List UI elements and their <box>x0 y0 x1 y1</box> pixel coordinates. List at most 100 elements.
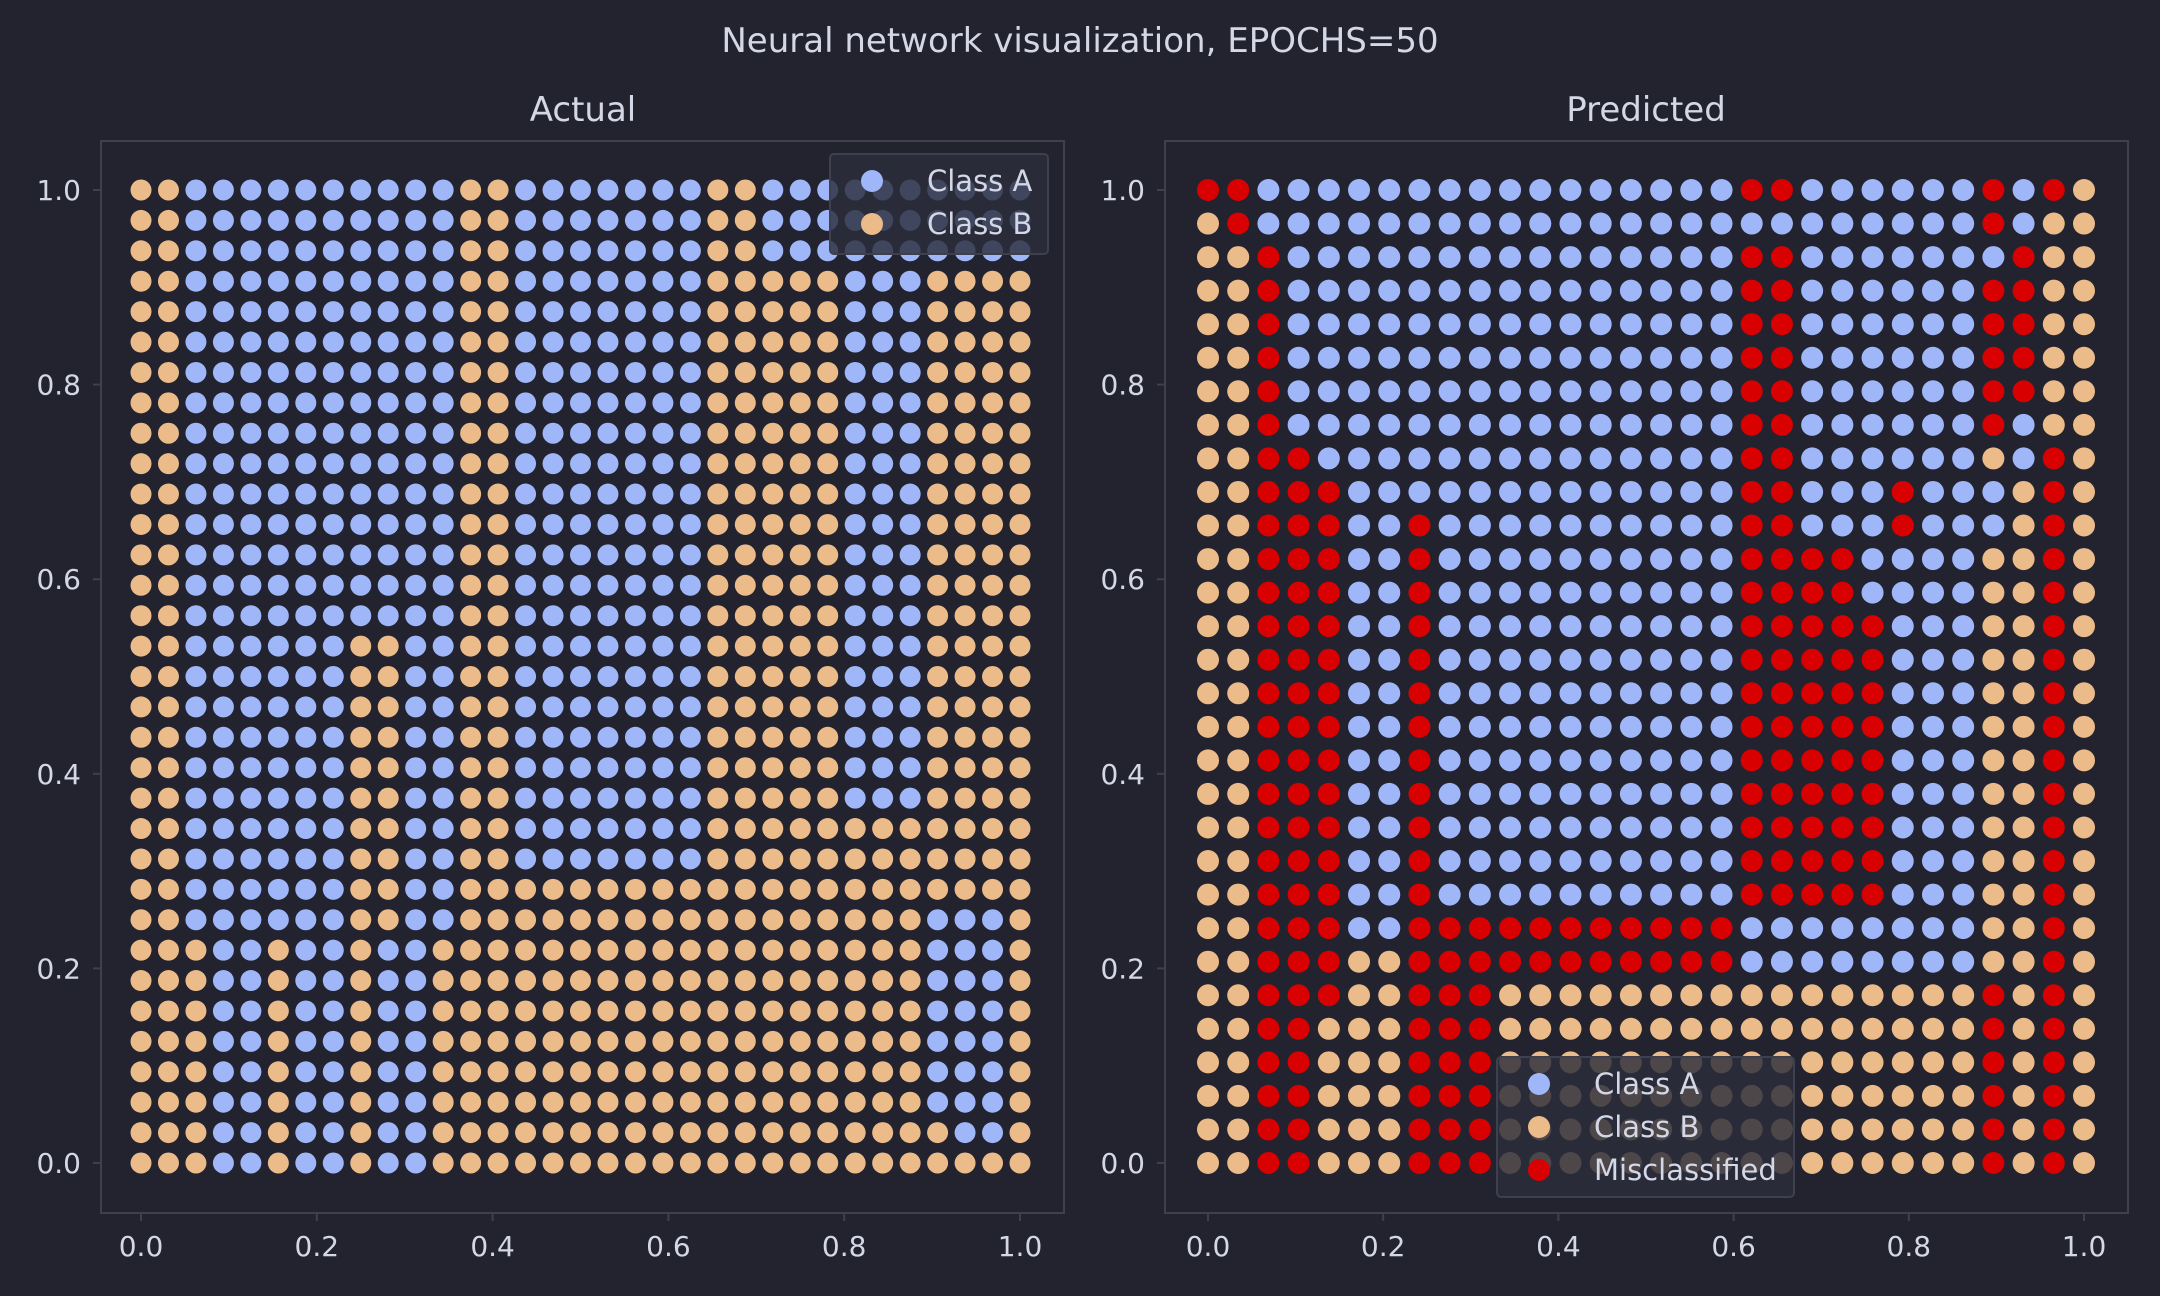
point-class-a <box>295 392 317 414</box>
point-class-b <box>1009 361 1031 383</box>
point-class-a <box>1589 447 1612 470</box>
point-class-b <box>1009 331 1031 353</box>
point-class-a <box>1468 447 1491 470</box>
point-class-a <box>1348 447 1371 470</box>
point-class-a <box>350 209 372 231</box>
point-class-a <box>1952 850 1975 873</box>
point-class-b <box>1801 1084 1824 1107</box>
point-class-a <box>212 513 234 535</box>
point-class-a <box>515 726 537 748</box>
point-class-a <box>1499 212 1522 235</box>
point-class-a <box>1559 749 1582 772</box>
point-class-a <box>1468 648 1491 671</box>
point-class-b <box>982 605 1004 627</box>
point-class-a <box>267 240 289 262</box>
point-class-a <box>1952 581 1975 604</box>
point-class-a <box>1348 380 1371 403</box>
point-class-b <box>1982 782 2005 805</box>
point-class-a <box>624 848 646 870</box>
point-misclassified <box>1982 1084 2005 1107</box>
point-class-a <box>872 361 894 383</box>
point-class-a <box>212 909 234 931</box>
point-class-a <box>1650 850 1673 873</box>
point-class-a <box>185 574 207 596</box>
point-class-b <box>130 696 152 718</box>
point-class-a <box>377 301 399 323</box>
point-class-a <box>542 422 564 444</box>
point-misclassified <box>1257 1084 1280 1107</box>
point-class-b <box>1009 574 1031 596</box>
point-class-a <box>185 848 207 870</box>
point-class-b <box>1801 984 1824 1007</box>
point-class-a <box>1710 346 1733 369</box>
point-class-b <box>954 453 976 475</box>
point-class-a <box>652 635 674 657</box>
point-class-a <box>899 696 921 718</box>
point-class-b <box>1227 246 1250 269</box>
point-class-b <box>157 848 179 870</box>
point-class-b <box>789 270 811 292</box>
point-class-a <box>597 331 619 353</box>
point-class-a <box>1680 480 1703 503</box>
point-class-b <box>542 1091 564 1113</box>
point-class-b <box>624 1030 646 1052</box>
point-class-b <box>982 757 1004 779</box>
point-class-b <box>2012 1017 2035 1040</box>
point-class-b <box>1740 984 1763 1007</box>
point-class-b <box>2073 648 2095 671</box>
point-class-b <box>130 331 152 353</box>
point-class-a <box>295 513 317 535</box>
point-class-b <box>762 909 784 931</box>
point-misclassified <box>2042 514 2065 537</box>
point-class-b <box>1009 848 1031 870</box>
point-class-a <box>1650 279 1673 302</box>
point-class-a <box>624 635 646 657</box>
point-class-b <box>817 392 839 414</box>
point-class-b <box>707 1061 729 1083</box>
point-class-a <box>1529 648 1552 671</box>
point-class-b <box>157 544 179 566</box>
point-class-b <box>734 726 756 748</box>
point-class-b <box>982 818 1004 840</box>
point-class-a <box>1348 883 1371 906</box>
point-class-a <box>405 240 427 262</box>
point-class-a <box>1468 782 1491 805</box>
point-class-b <box>542 1061 564 1083</box>
point-misclassified <box>1287 1017 1310 1040</box>
point-class-b <box>157 878 179 900</box>
point-class-a <box>1529 514 1552 537</box>
point-misclassified <box>1770 313 1793 336</box>
point-misclassified <box>1438 984 1461 1007</box>
point-class-a <box>652 574 674 596</box>
point-misclassified <box>1408 1152 1431 1174</box>
point-class-a <box>1952 816 1975 839</box>
point-misclassified <box>1317 984 1340 1007</box>
point-class-b <box>1317 1084 1340 1107</box>
point-class-a <box>1650 346 1673 369</box>
point-class-b <box>1348 1152 1371 1174</box>
point-class-b <box>130 179 152 201</box>
point-class-a <box>1317 246 1340 269</box>
point-class-b <box>789 787 811 809</box>
point-class-a <box>350 331 372 353</box>
point-class-a <box>1378 313 1401 336</box>
point-class-b <box>460 818 482 840</box>
point-misclassified <box>1287 615 1310 638</box>
point-class-b <box>1378 984 1401 1007</box>
point-class-b <box>1227 346 1250 369</box>
point-class-a <box>1680 212 1703 235</box>
point-class-b <box>1529 1017 1552 1040</box>
point-class-b <box>460 179 482 201</box>
point-class-a <box>872 422 894 444</box>
point-class-a <box>1952 883 1975 906</box>
point-misclassified <box>1801 548 1824 571</box>
point-class-b <box>1317 1152 1340 1174</box>
point-class-a <box>240 270 262 292</box>
point-misclassified <box>1559 917 1582 940</box>
point-class-a <box>1438 749 1461 772</box>
point-class-b <box>982 666 1004 687</box>
point-class-b <box>927 361 949 383</box>
point-misclassified <box>1257 1152 1280 1174</box>
point-class-a <box>240 909 262 931</box>
x-tick-label: 0.0 <box>119 1230 164 1263</box>
